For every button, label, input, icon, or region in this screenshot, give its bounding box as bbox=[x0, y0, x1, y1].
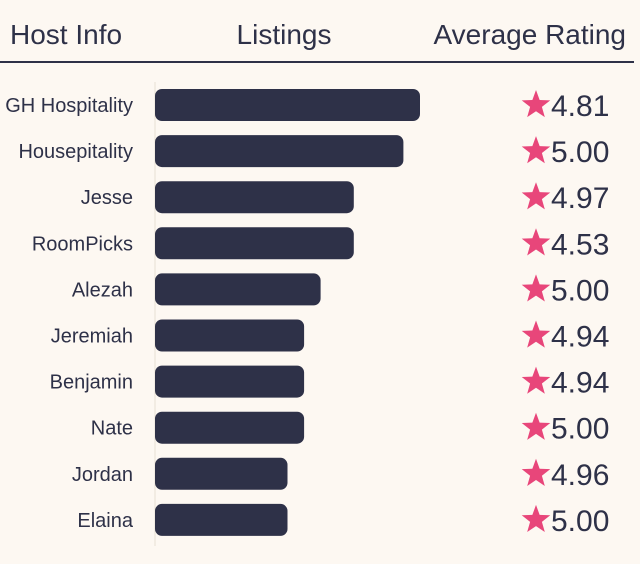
listings-bar bbox=[155, 457, 288, 490]
star-icon bbox=[521, 274, 551, 302]
star-icon bbox=[521, 90, 551, 118]
host-row: Jesse 4.97 bbox=[81, 181, 609, 215]
rating-value: 5.00 bbox=[551, 505, 609, 538]
host-name-label: Benjamin bbox=[50, 372, 133, 394]
star-icon bbox=[521, 366, 551, 394]
listings-bar bbox=[155, 181, 354, 214]
host-row: Jordan 4.96 bbox=[72, 457, 609, 492]
rating-value: 5.00 bbox=[551, 413, 609, 446]
listings-bar bbox=[155, 365, 305, 398]
listings-bar bbox=[155, 319, 305, 352]
listings-bar bbox=[155, 503, 288, 536]
listings-bar bbox=[155, 89, 420, 121]
rating-value: 4.96 bbox=[551, 459, 609, 492]
host-name-label: Housepitality bbox=[18, 141, 133, 163]
header-listings: Listings bbox=[237, 19, 332, 50]
host-name-label: Elaina bbox=[77, 510, 133, 532]
header-host-info: Host Info bbox=[10, 19, 122, 50]
star-icon bbox=[521, 458, 551, 486]
host-name-label: Jordan bbox=[72, 464, 133, 486]
chart-rows: GH Hospitality 4.81 Housepitality 5.00 Jesse… bbox=[5, 89, 609, 538]
listings-bar bbox=[155, 411, 305, 444]
host-name-label: Jeremiah bbox=[51, 326, 133, 348]
host-row: RoomPicks 4.53 bbox=[32, 227, 609, 261]
host-name-label: Nate bbox=[91, 418, 133, 440]
listings-bar bbox=[155, 273, 321, 306]
host-name-label: GH Hospitality bbox=[5, 95, 133, 117]
rating-value: 4.53 bbox=[551, 228, 609, 261]
host-name-label: Alezah bbox=[72, 279, 133, 301]
host-row: GH Hospitality 4.81 bbox=[5, 89, 609, 123]
star-icon bbox=[521, 320, 551, 348]
rating-value: 4.94 bbox=[551, 367, 609, 400]
rating-value: 4.94 bbox=[551, 321, 609, 354]
host-row: Jeremiah 4.94 bbox=[51, 319, 609, 354]
star-icon bbox=[521, 504, 551, 533]
host-name-label: Jesse bbox=[81, 187, 133, 209]
star-icon bbox=[521, 182, 551, 210]
host-row: Housepitality 5.00 bbox=[18, 135, 609, 169]
star-icon bbox=[521, 136, 551, 164]
rating-value: 5.00 bbox=[551, 136, 609, 169]
rating-value: 4.81 bbox=[551, 90, 609, 123]
listings-bar bbox=[155, 135, 404, 168]
host-row: Elaina 5.00 bbox=[77, 503, 609, 538]
host-row: Benjamin 4.94 bbox=[50, 365, 609, 400]
host-name-label: RoomPicks bbox=[32, 233, 133, 255]
star-icon bbox=[521, 412, 551, 440]
star-icon bbox=[521, 228, 551, 256]
rating-value: 4.97 bbox=[551, 182, 609, 215]
host-row: Alezah 5.00 bbox=[72, 273, 609, 307]
listings-bar bbox=[155, 227, 354, 260]
host-row: Nate 5.00 bbox=[91, 411, 609, 446]
rating-value: 5.00 bbox=[551, 274, 609, 307]
header-average-rating: Average Rating bbox=[434, 19, 627, 50]
